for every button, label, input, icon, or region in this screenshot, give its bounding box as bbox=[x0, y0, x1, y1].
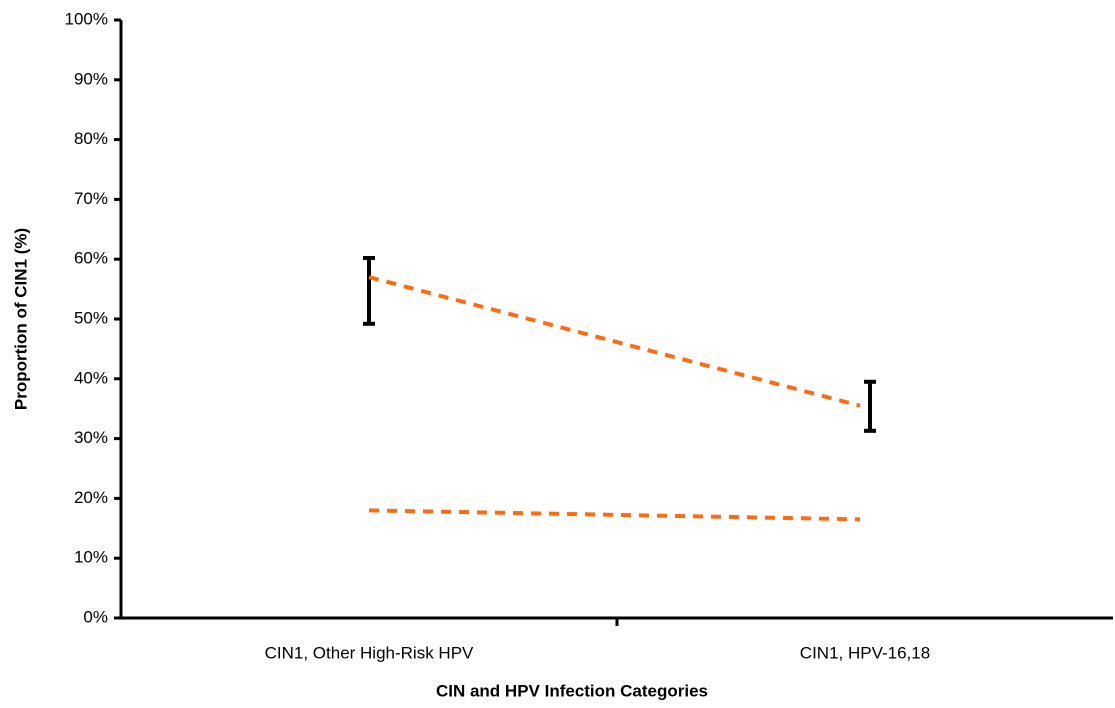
y-tick-label: 60% bbox=[74, 249, 108, 268]
error-bar bbox=[864, 379, 876, 433]
y-tick-label: 70% bbox=[74, 189, 108, 208]
y-tick-label: 40% bbox=[74, 368, 108, 387]
x-tick-label: CIN1, Other High-Risk HPV bbox=[265, 643, 474, 662]
y-tick-label: 30% bbox=[74, 428, 108, 447]
y-tick-label: 80% bbox=[74, 129, 108, 148]
y-tick-label: 10% bbox=[74, 548, 108, 567]
y-axis-title: Proportion of CIN1 (%) bbox=[11, 228, 30, 410]
y-tick-label: 50% bbox=[74, 308, 108, 327]
y-tick-label: 90% bbox=[74, 69, 108, 88]
data-line bbox=[368, 508, 861, 522]
data-line bbox=[368, 275, 861, 408]
x-axis-title: CIN and HPV Infection Categories bbox=[436, 681, 708, 700]
y-tick-label: 20% bbox=[74, 488, 108, 507]
y-tick-label: 100% bbox=[65, 9, 108, 28]
x-tick-label: CIN1, HPV-16,18 bbox=[800, 643, 930, 662]
y-tick-label: 0% bbox=[83, 607, 108, 626]
error-bar bbox=[363, 256, 375, 326]
